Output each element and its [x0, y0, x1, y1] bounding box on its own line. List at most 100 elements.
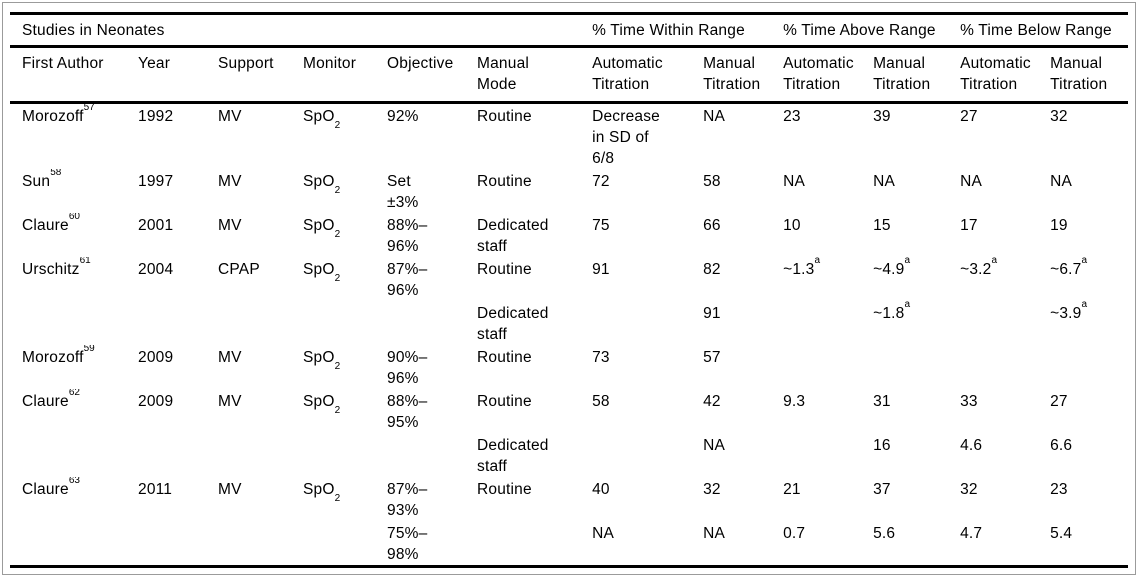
cell-first-author: Sun58	[10, 169, 138, 213]
cell-monitor	[303, 301, 387, 345]
cell-above-manual: 16	[873, 437, 891, 454]
cell-within-manual: 91	[703, 305, 721, 322]
cell-text: SpO	[303, 173, 335, 190]
cell-monitor: SpO2	[303, 257, 387, 301]
cell-first-author: Urschitz61	[10, 257, 138, 301]
cell-text: Urschitz	[22, 261, 80, 278]
cell-text: ~6.7	[1050, 261, 1082, 278]
cell-within-automatic: 40	[592, 481, 610, 498]
table-row: Claure60 2001 MV SpO2 88%– 96% Dedicated staf…	[10, 213, 1128, 257]
cell-year	[138, 301, 218, 345]
cell-first-author: Claure62	[10, 389, 138, 433]
cell-above-automatic	[783, 345, 873, 389]
cell-below-manual: 32	[1050, 108, 1068, 125]
cell-within-automatic	[592, 433, 703, 477]
cell-support	[218, 301, 303, 345]
cell-manual-mode: Routine	[477, 481, 532, 498]
table-row: Morozoff57 1992 MV SpO2 92% Routine Decrease i…	[10, 103, 1128, 170]
col-header-below-automatic-titration: Automatic Titration	[960, 46, 1051, 104]
cell-above-manual: ~1.8a	[873, 301, 960, 345]
cell-support: MV	[218, 481, 242, 498]
cell-above-manual: 5.6	[873, 525, 896, 542]
cell-first-author: Morozoff57	[10, 103, 138, 170]
cell-within-automatic: 91	[592, 261, 610, 278]
cell-below-automatic: 4.6	[960, 437, 983, 454]
subscript: 2	[334, 229, 341, 241]
group-header-time-below-range: % Time Below Range	[960, 13, 1129, 48]
cell-year: 2004	[138, 261, 174, 278]
superscript: 58	[50, 169, 62, 178]
col-header-within-automatic-titration: Automatic Titration	[592, 46, 704, 104]
col-header-monitor: Monitor	[303, 46, 387, 104]
subscript: 2	[334, 185, 341, 197]
cell-above-automatic: 23	[783, 108, 801, 125]
cell-below-automatic: 32	[960, 481, 978, 498]
cell-within-manual: 57	[703, 349, 721, 366]
subscript: 2	[334, 361, 341, 373]
superscript: a	[1081, 301, 1088, 310]
table-row: Dedicated staff NA 16 4.6 6.6	[10, 433, 1128, 477]
cell-within-automatic: 58	[592, 393, 610, 410]
cell-text: Morozoff	[22, 108, 84, 125]
cell-year: 2001	[138, 217, 174, 234]
cell-first-author: Claure63	[10, 477, 138, 521]
cell-manual-mode	[477, 521, 592, 567]
superscript: a	[814, 257, 821, 266]
cell-objective: 92%	[387, 108, 419, 125]
subscript: 2	[334, 120, 341, 132]
cell-manual-mode: Routine	[477, 173, 532, 190]
cell-within-automatic: 75	[592, 217, 610, 234]
cell-monitor: SpO2	[303, 169, 387, 213]
cell-above-manual: 31	[873, 393, 891, 410]
cell-above-manual: NA	[873, 173, 895, 190]
cell-year: 1992	[138, 108, 174, 125]
cell-above-automatic: NA	[783, 173, 805, 190]
table-row: Claure62 2009 MV SpO2 88%– 95% Routine 58 42 9.3…	[10, 389, 1128, 433]
cell-text: Claure	[22, 481, 69, 498]
cell-text: ~1.3	[783, 261, 815, 278]
cell-within-manual: 82	[703, 261, 721, 278]
cell-within-manual: 32	[703, 481, 721, 498]
cell-text: SpO	[303, 261, 335, 278]
cell-year: 1997	[138, 173, 174, 190]
cell-first-author	[10, 521, 138, 567]
table-row: Dedicated staff 91 ~1.8a ~3.9a	[10, 301, 1128, 345]
col-header-within-manual-titration: Manual Titration	[703, 46, 784, 104]
superscript: a	[991, 257, 998, 266]
cell-support: MV	[218, 393, 242, 410]
cell-above-automatic: 21	[783, 481, 801, 498]
subscript: 2	[334, 273, 341, 285]
cell-within-manual: NA	[703, 108, 725, 125]
cell-above-manual: ~4.9a	[873, 257, 960, 301]
cell-within-automatic: Decrease in SD of 6/8	[592, 108, 660, 167]
cell-year: 2009	[138, 349, 174, 366]
cell-above-automatic: 9.3	[783, 393, 806, 410]
cell-text: Morozoff	[22, 349, 84, 366]
cell-support: MV	[218, 173, 242, 190]
cell-manual-mode: Dedicated staff	[477, 437, 549, 475]
cell-monitor	[303, 521, 387, 567]
cell-objective: Set ±3%	[387, 173, 419, 211]
cell-below-manual: 19	[1050, 217, 1068, 234]
cell-monitor: SpO2	[303, 213, 387, 257]
col-header-manual-mode: Manual Mode	[477, 46, 593, 104]
subscript: 2	[334, 493, 341, 505]
col-header-below-manual-titration: Manual Titration	[1050, 46, 1129, 104]
cell-text: ~4.9	[873, 261, 905, 278]
cell-text: SpO	[303, 349, 335, 366]
cell-above-automatic: 10	[783, 217, 801, 234]
cell-text: Claure	[22, 393, 69, 410]
cell-manual-mode: Dedicated staff	[477, 305, 549, 343]
superscript: 61	[79, 257, 91, 266]
neonates-studies-table: Studies in Neonates % Time Within Range …	[10, 12, 1129, 568]
cell-below-automatic: 27	[960, 108, 978, 125]
cell-text: SpO	[303, 393, 335, 410]
group-header-time-within-range: % Time Within Range	[592, 13, 784, 48]
cell-year: 2011	[138, 481, 173, 498]
cell-objective: 88%– 95%	[387, 393, 428, 431]
cell-below-manual	[1050, 345, 1128, 389]
cell-first-author	[10, 433, 138, 477]
cell-support: MV	[218, 217, 242, 234]
cell-below-manual: NA	[1050, 173, 1073, 190]
cell-above-manual: 15	[873, 217, 891, 234]
